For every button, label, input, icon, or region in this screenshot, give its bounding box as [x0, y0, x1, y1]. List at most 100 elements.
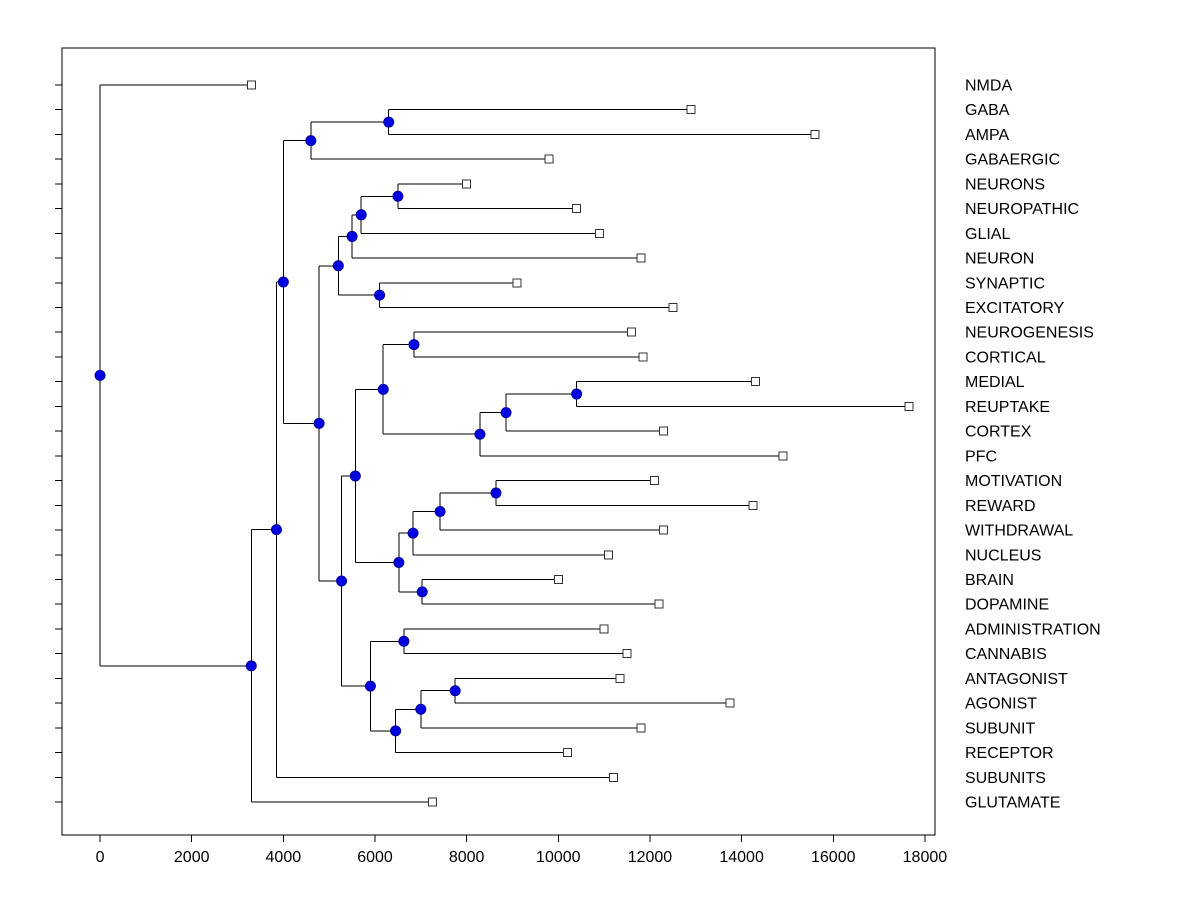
leaf-label-cortical: CORTICAL: [965, 349, 1046, 366]
leaf-node-marker-neuron: [636, 253, 646, 263]
leaf-label-excitatory: EXCITATORY: [965, 300, 1065, 317]
leaf-label-subunit: SUBUNIT: [965, 720, 1035, 737]
leaf-node-marker-neuropathic: [572, 204, 582, 214]
branch-node-marker: [415, 703, 427, 715]
leaf-node-marker-subunit: [636, 723, 646, 733]
leaf-label-cortex: CORTEX: [965, 424, 1032, 441]
leaf-label-administration: ADMINISTRATION: [965, 621, 1101, 638]
branch-node-marker: [94, 369, 106, 381]
leaf-node-marker-synaptic: [512, 278, 522, 288]
leaf-node-marker-gabaergic: [544, 154, 554, 164]
branch-node-marker: [416, 586, 428, 598]
branch-node-marker: [355, 209, 367, 221]
leaf-label-synaptic: SYNAPTIC: [965, 275, 1045, 292]
leaf-node-marker-dopamine: [654, 599, 664, 609]
leaf-node-marker-receptor: [562, 748, 572, 758]
branch-node-marker: [270, 524, 282, 536]
leaf-node-marker-glial: [595, 228, 605, 238]
x-axis-tick-label: 0: [96, 849, 105, 866]
leaf-node-marker-glutamate: [427, 797, 437, 807]
branch-node-marker: [449, 685, 461, 697]
x-axis-tick-label: 4000: [266, 849, 302, 866]
leaf-node-marker-cortex: [659, 426, 669, 436]
leaf-label-cannabis: CANNABIS: [965, 646, 1047, 663]
x-axis-tick-label: 18000: [903, 849, 948, 866]
leaf-label-brain: BRAIN: [965, 572, 1014, 589]
branch-node-marker: [336, 575, 348, 587]
leaf-label-antagonist: ANTAGONIST: [965, 671, 1068, 688]
leaf-label-neurogenesis: NEUROGENESIS: [965, 325, 1094, 342]
branch-node-marker: [393, 556, 405, 568]
branch-node-marker: [313, 417, 325, 429]
leaf-label-receptor: RECEPTOR: [965, 745, 1054, 762]
leaf-node-marker-neurogenesis: [627, 327, 637, 337]
x-axis-tick-label: 14000: [719, 849, 764, 866]
x-axis-tick-label: 8000: [449, 849, 485, 866]
branch-node-marker: [277, 276, 289, 288]
leaf-label-reuptake: REUPTAKE: [965, 399, 1050, 416]
leaf-node-marker-neurons: [462, 179, 472, 189]
branch-node-marker: [383, 116, 395, 128]
leaf-node-marker-ampa: [810, 129, 820, 139]
leaf-node-marker-brain: [553, 574, 563, 584]
leaf-node-marker-pfc: [778, 451, 788, 461]
branch-node-marker: [364, 680, 376, 692]
leaf-label-agonist: AGONIST: [965, 696, 1037, 713]
leaf-node-marker-reuptake: [904, 401, 914, 411]
x-axis-tick-label: 12000: [628, 849, 673, 866]
leaf-label-nmda: NMDA: [965, 78, 1012, 95]
leaf-label-medial: MEDIAL: [965, 374, 1025, 391]
branch-node-marker: [474, 428, 486, 440]
leaf-node-marker-motivation: [650, 476, 660, 486]
axis-box: [61, 47, 936, 836]
leaf-label-motivation: MOTIVATION: [965, 473, 1062, 490]
leaf-node-marker-subunits: [608, 772, 618, 782]
leaf-label-neuropathic: NEUROPATHIC: [965, 201, 1079, 218]
x-axis-tick-label: 6000: [357, 849, 393, 866]
leaf-label-neuron: NEURON: [965, 251, 1034, 268]
branch-node-marker: [349, 470, 361, 482]
leaf-node-marker-administration: [599, 624, 609, 634]
leaf-node-marker-cortical: [638, 352, 648, 362]
x-axis-tick-label: 16000: [811, 849, 856, 866]
branch-node-marker: [398, 635, 410, 647]
leaf-label-reward: REWARD: [965, 498, 1036, 515]
branch-node-marker: [434, 505, 446, 517]
leaf-label-dopamine: DOPAMINE: [965, 597, 1049, 614]
branch-node-marker: [408, 339, 420, 351]
leaf-node-marker-excitatory: [668, 303, 678, 313]
branch-node-marker: [407, 527, 419, 539]
leaf-label-subunits: SUBUNITS: [965, 770, 1046, 787]
branch-node-marker: [392, 190, 404, 202]
branch-node-marker: [490, 487, 502, 499]
branch-node-marker: [390, 725, 402, 737]
x-axis-tick-label: 10000: [536, 849, 581, 866]
leaf-node-marker-antagonist: [615, 673, 625, 683]
leaf-label-pfc: PFC: [965, 448, 997, 465]
leaf-label-gaba: GABA: [965, 102, 1010, 119]
leaf-label-withdrawal: WITHDRAWAL: [965, 523, 1073, 540]
x-axis-tick-label: 2000: [174, 849, 210, 866]
leaf-node-marker-agonist: [725, 698, 735, 708]
leaf-label-gabaergic: GABAERGIC: [965, 152, 1060, 169]
leaf-node-marker-nucleus: [604, 550, 614, 560]
leaf-node-marker-reward: [748, 500, 758, 510]
leaf-node-marker-gaba: [686, 105, 696, 115]
leaf-label-glutamate: GLUTAMATE: [965, 794, 1060, 811]
branch-node-marker: [346, 230, 358, 242]
branch-node-marker: [305, 135, 317, 147]
leaf-node-marker-nmda: [246, 80, 256, 90]
branch-node-marker: [332, 260, 344, 272]
leaf-node-marker-medial: [750, 377, 760, 387]
leaf-label-glial: GLIAL: [965, 226, 1010, 243]
leaf-node-marker-withdrawal: [659, 525, 669, 535]
branch-node-marker: [377, 383, 389, 395]
leaf-label-ampa: AMPA: [965, 127, 1009, 144]
leaf-label-neurons: NEURONS: [965, 176, 1045, 193]
leaf-node-marker-cannabis: [622, 649, 632, 659]
leaf-label-nucleus: NUCLEUS: [965, 547, 1041, 564]
branch-node-marker: [500, 407, 512, 419]
branch-node-marker: [245, 660, 257, 672]
